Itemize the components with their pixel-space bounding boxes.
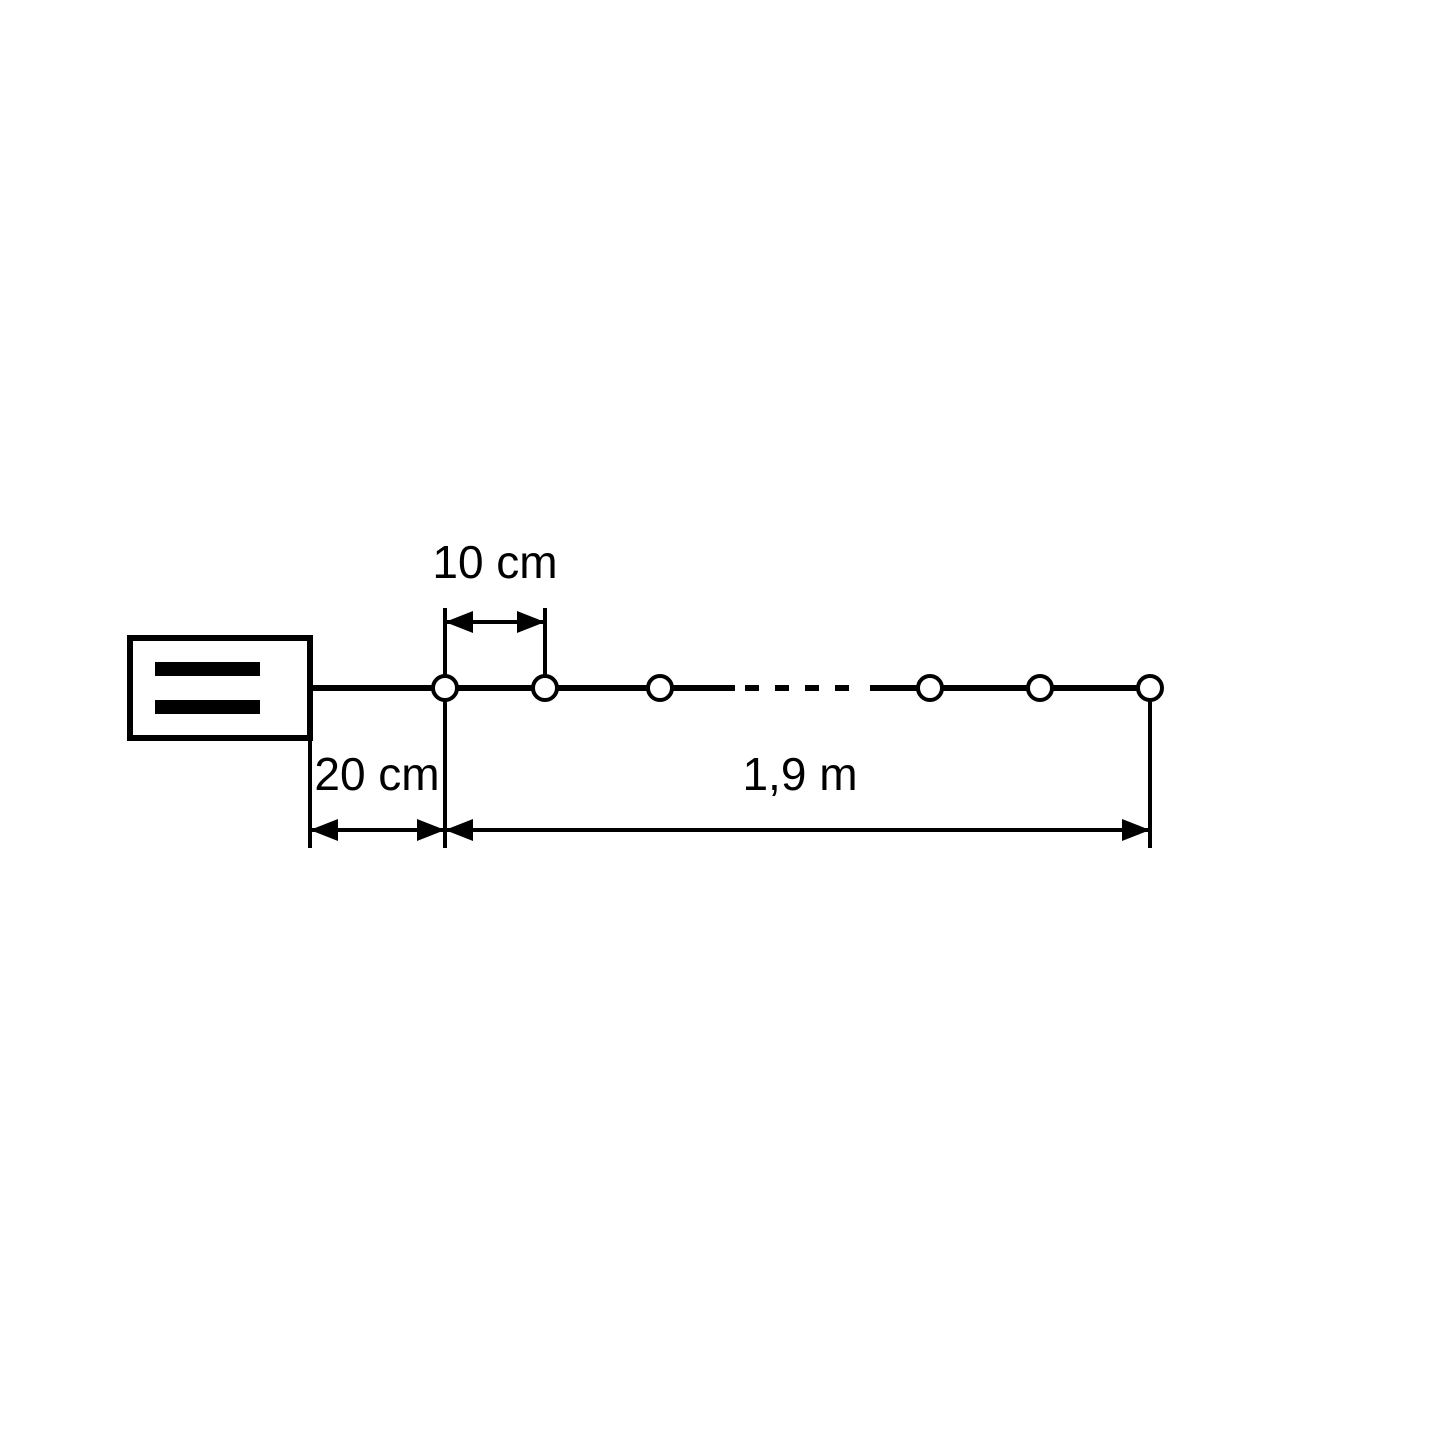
dim-total-label: 1,9 m — [742, 748, 857, 800]
dim-spacing-label: 10 cm — [432, 536, 557, 588]
dim-lead-label: 20 cm — [314, 748, 439, 800]
